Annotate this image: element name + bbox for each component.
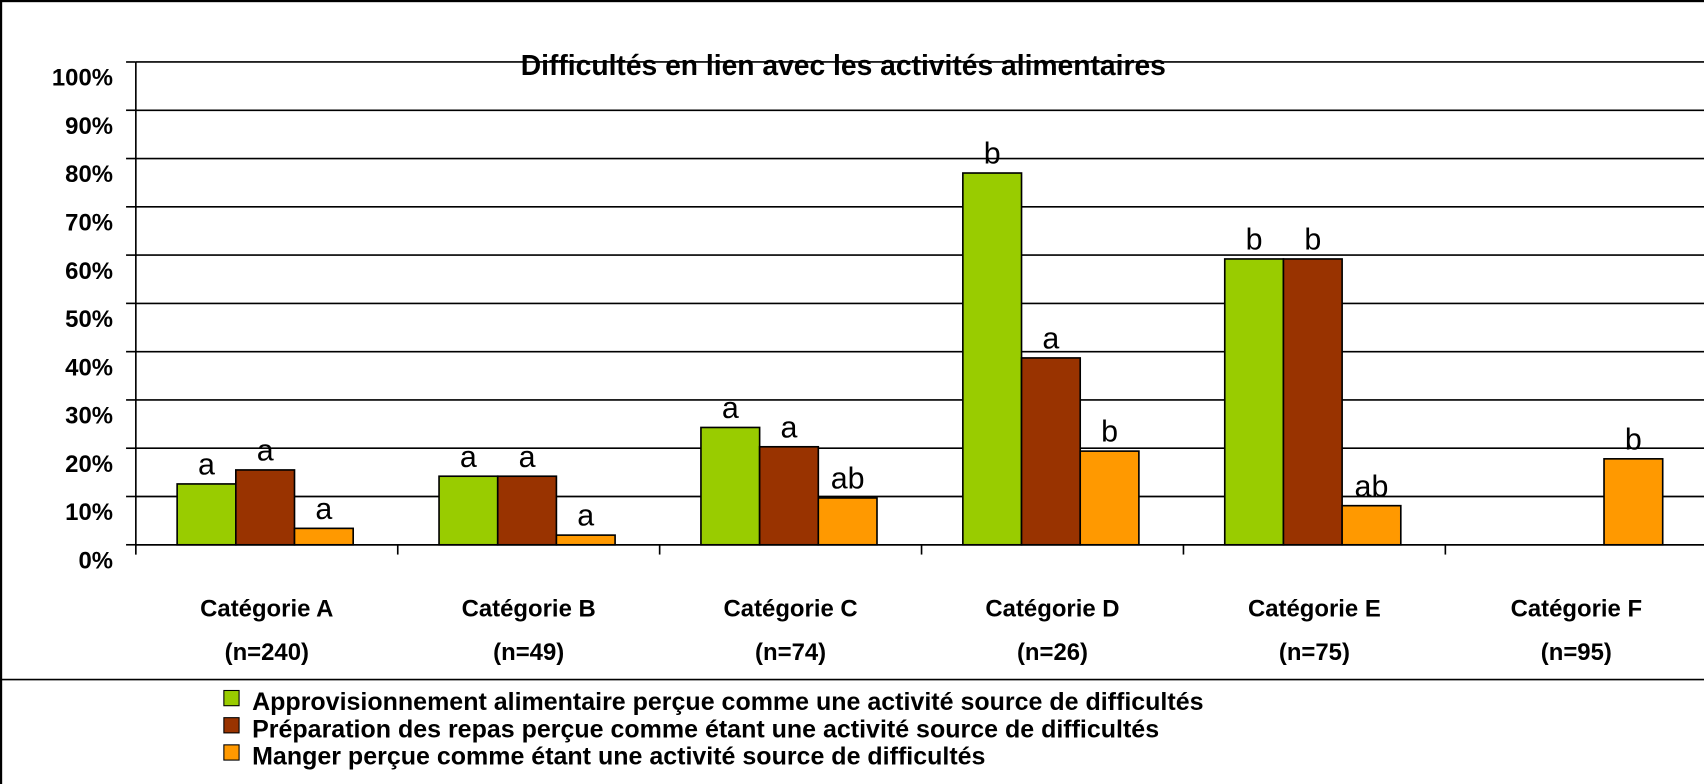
bar-annotation: a <box>460 440 477 474</box>
bar <box>1223 258 1285 546</box>
bar-annotation: a <box>315 492 332 526</box>
bar <box>1282 258 1343 546</box>
x-tick-label: Catégorie E <box>1248 595 1381 622</box>
x-tick-label: Catégorie F <box>1511 595 1642 622</box>
y-tick-label: 30% <box>65 403 113 430</box>
x-tick-sublabel: (n=95) <box>1541 639 1612 666</box>
x-tick-label: Catégorie A <box>200 595 333 622</box>
bar <box>176 483 237 546</box>
bar <box>1341 504 1402 546</box>
legend-swatch <box>223 689 240 707</box>
bar-annotation: a <box>257 434 274 468</box>
y-tick-label: 80% <box>65 161 113 188</box>
chart-title: Difficultés en lien avec les activités a… <box>521 49 1166 81</box>
legend-label: Manger perçue comme étant une activité s… <box>252 743 985 771</box>
legend-swatch <box>223 744 240 761</box>
bar <box>1020 357 1082 546</box>
x-tick-sublabel: (n=240) <box>225 639 309 666</box>
bar-annotation: b <box>984 137 1001 171</box>
x-tick-sublabel: (n=49) <box>493 639 564 666</box>
bar-annotation: b <box>1101 415 1118 449</box>
y-tick-label: 60% <box>65 258 113 285</box>
x-tick-label: Catégorie B <box>462 595 596 622</box>
bar-annotation: a <box>781 410 798 444</box>
x-tick-sublabel: (n=26) <box>1017 639 1088 666</box>
bar-annotation: ab <box>831 462 865 496</box>
y-tick-label: 50% <box>65 306 113 333</box>
y-tick-label: 100% <box>52 65 113 92</box>
plot-area: 0% 10% 20% 30% 40% 50% 60% 70% 80% 90% 100% Catégor… <box>52 61 1704 666</box>
bar <box>438 475 499 546</box>
bar-annotation: b <box>1625 422 1642 456</box>
y-tick-label: 40% <box>65 354 113 381</box>
bar-annotation: a <box>198 448 215 482</box>
bar <box>235 469 296 546</box>
legend-label: Préparation des repas perçue comme étant… <box>252 715 1159 743</box>
bar <box>700 426 761 546</box>
bar-annotation: a <box>577 499 594 533</box>
legend-label: Approvisionnement alimentaire perçue com… <box>252 688 1203 716</box>
bar <box>758 445 820 546</box>
bar <box>555 534 616 546</box>
bar <box>817 497 878 546</box>
legend-swatch <box>223 717 240 734</box>
y-tick-label: 0% <box>78 547 113 574</box>
bar <box>496 475 558 546</box>
bar <box>293 527 355 546</box>
x-tick-sublabel: (n=75) <box>1279 639 1350 666</box>
y-tick-label: 90% <box>65 113 113 140</box>
y-tick-label: 70% <box>65 210 113 237</box>
bar <box>962 172 1023 546</box>
bar <box>1079 450 1140 546</box>
y-tick-label: 10% <box>65 499 113 526</box>
bar-annotation: a <box>722 391 739 425</box>
bar-annotation: a <box>519 440 536 474</box>
bar-annotation: b <box>1304 223 1321 257</box>
x-tick-sublabel: (n=74) <box>755 639 826 666</box>
y-tick-label: 20% <box>65 451 113 478</box>
bar-annotation: a <box>1042 322 1059 356</box>
bar <box>1603 458 1664 546</box>
bar-annotation: b <box>1246 223 1263 257</box>
x-tick-label: Catégorie D <box>985 595 1119 622</box>
bar-annotation: ab <box>1355 469 1389 503</box>
x-tick-label: Catégorie C <box>724 595 858 622</box>
